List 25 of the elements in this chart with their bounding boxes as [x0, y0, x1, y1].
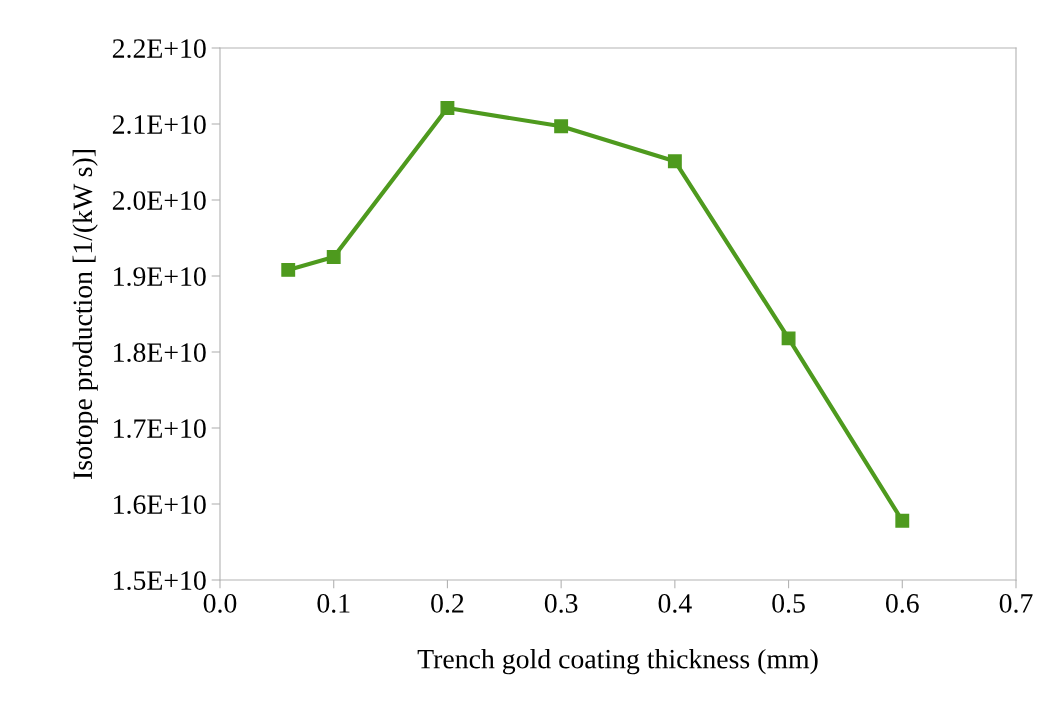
point [554, 119, 569, 134]
point [895, 513, 910, 528]
x-tick-label: 0.1 [317, 594, 350, 613]
x-tick-label: 0.0 [203, 594, 237, 613]
y-tick-label: 2.1E+10 [112, 115, 206, 135]
x-tick-label: 0.3 [544, 594, 578, 613]
point [281, 262, 296, 277]
y-tick-label: 1.6E+10 [114, 495, 206, 515]
x-tick-label: 0.2 [431, 594, 464, 613]
y-tick-label: 2.0E+10 [112, 191, 206, 211]
y-tick-label: 1.7E+10 [114, 419, 206, 439]
x-tick-label: 0.6 [885, 594, 919, 613]
y-axis-title: Isotope production [1/(kW s)] [72, 150, 98, 479]
x-tick-label: 0.4 [658, 594, 692, 613]
y-tick-label: 1.5E+10 [114, 571, 206, 591]
point [667, 154, 682, 169]
point [326, 250, 341, 264]
point [781, 331, 796, 346]
y-tick-label: 1.9E+10 [114, 267, 206, 287]
x-axis-title: Trench gold coating thickness (mm) [417, 648, 818, 675]
point [440, 101, 455, 115]
x-tick-label: 0.5 [772, 594, 805, 613]
y-tick-label: 2.2E+10 [112, 39, 206, 59]
y-tick-label: 1.8E+10 [114, 343, 206, 363]
x-tick-label: 0.7 [999, 594, 1033, 613]
